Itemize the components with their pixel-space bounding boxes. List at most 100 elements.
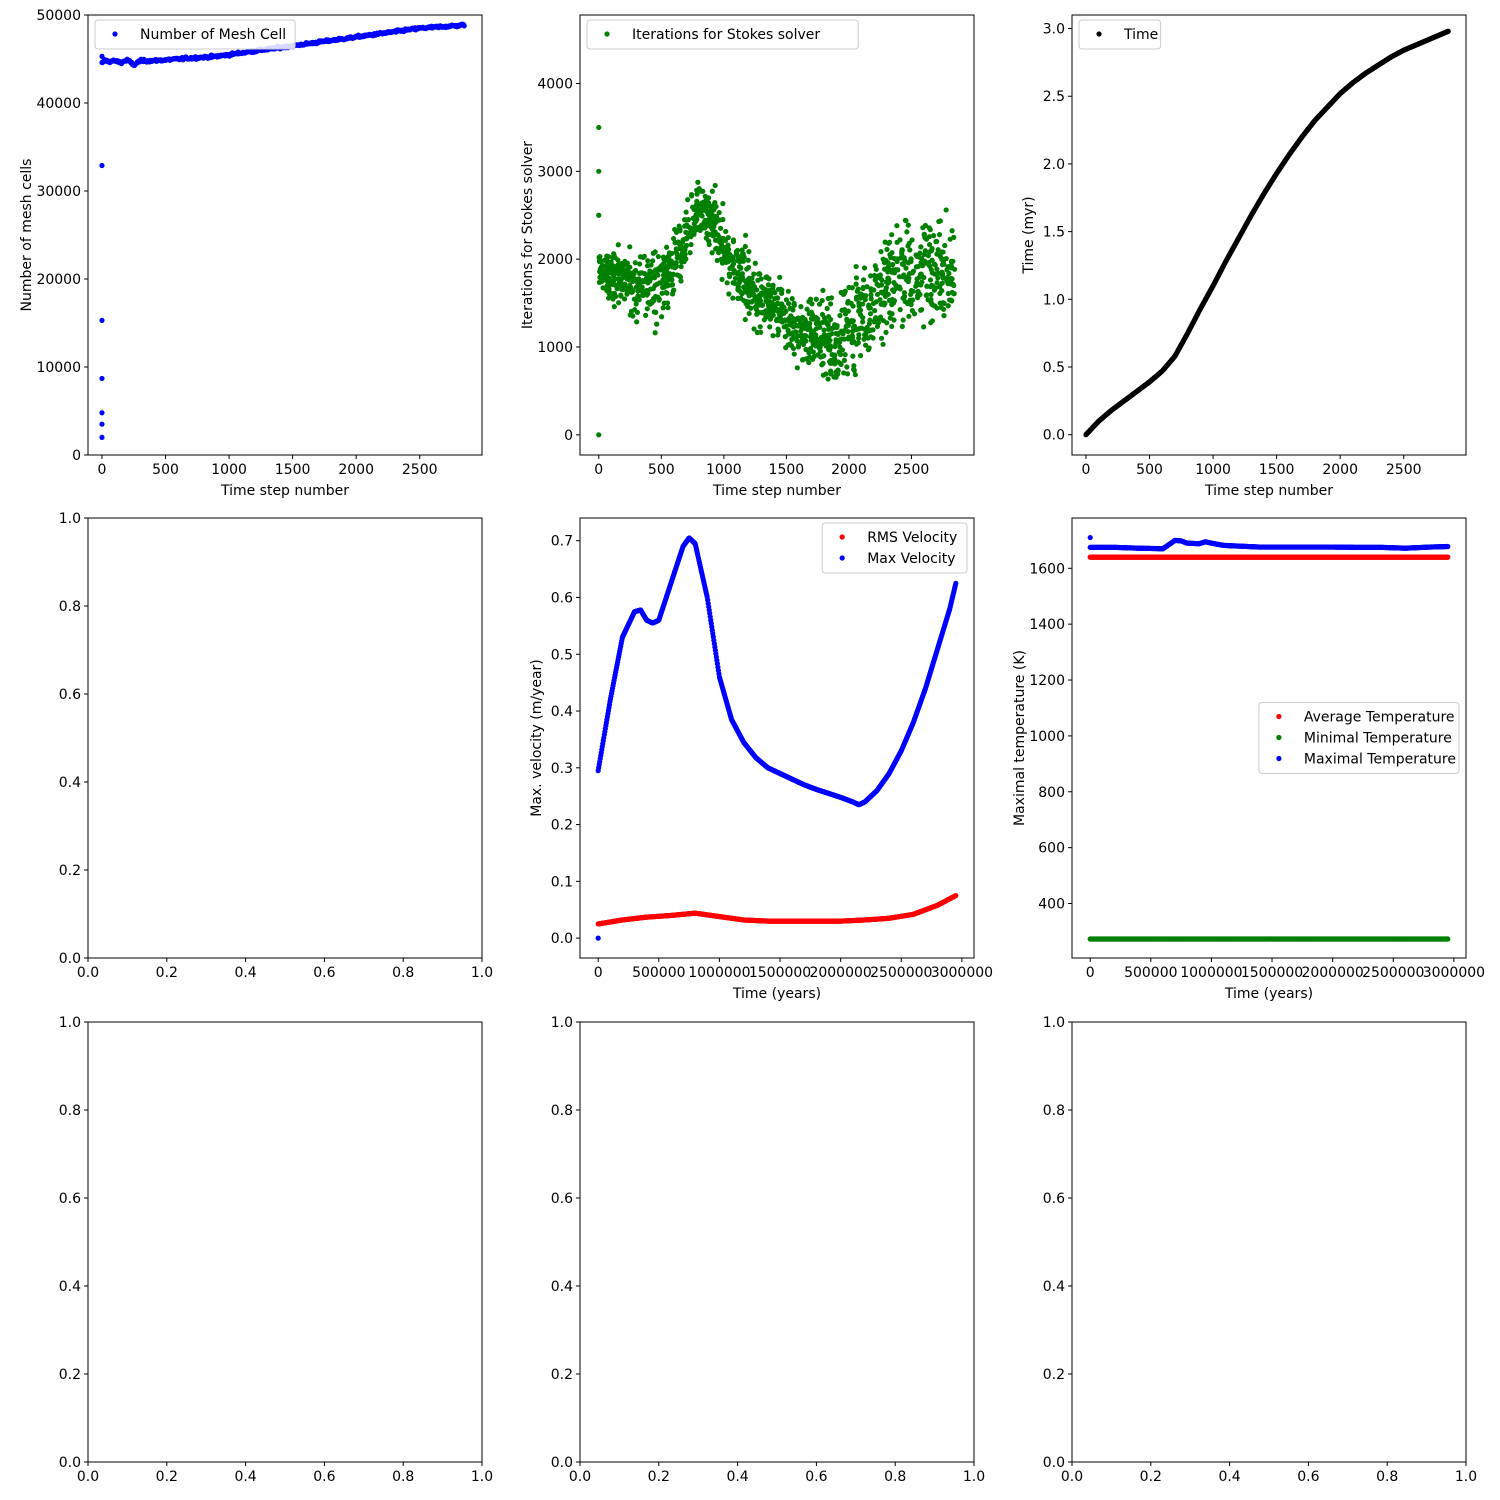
data-point — [827, 301, 834, 307]
data-point — [855, 335, 862, 341]
data-point — [687, 250, 693, 256]
data-point — [850, 328, 856, 334]
x-tick-label: 500000 — [632, 965, 685, 981]
legend: Number of Mesh Cell — [94, 19, 296, 50]
data-point — [621, 266, 627, 273]
data-point — [868, 287, 874, 293]
x-tick-label: 1000000 — [688, 965, 750, 981]
data-point — [903, 265, 909, 271]
x-tick-label: 2500000 — [870, 965, 932, 981]
data-point — [720, 235, 727, 242]
data-point — [866, 305, 872, 311]
data-point — [775, 326, 781, 332]
subplot-velocity: 0 500000 100000015000002000000250000030000… — [529, 517, 993, 1002]
y-axis-label: Number of mesh cells — [19, 159, 35, 312]
data-point — [665, 305, 671, 311]
x-tick-label: 2000000 — [809, 965, 871, 981]
series-minimal-temperature — [1087, 936, 1451, 942]
data-point — [865, 335, 871, 341]
data-point — [775, 308, 781, 314]
data-point — [631, 296, 637, 302]
legend: Time — [1078, 19, 1162, 50]
data-point — [818, 354, 824, 360]
data-point — [743, 278, 749, 284]
data-point — [850, 324, 857, 330]
data-point — [927, 227, 933, 233]
data-point — [770, 288, 776, 294]
data-point — [628, 308, 635, 314]
data-point — [652, 282, 658, 289]
data-point — [648, 286, 654, 292]
data-point — [611, 277, 617, 284]
data-point — [778, 286, 784, 292]
y-tick-label: 0.7 — [551, 534, 573, 550]
data-point — [816, 343, 822, 349]
data-point — [678, 278, 684, 284]
y-tick-label: 3.0 — [1043, 22, 1065, 38]
data-point — [639, 292, 645, 298]
data-point — [767, 316, 773, 322]
x-tick-label: 1000 — [211, 462, 247, 478]
data-point — [852, 372, 858, 378]
data-point — [701, 207, 707, 213]
data-point — [723, 259, 729, 266]
y-axis-label: Time (myr) — [1021, 196, 1037, 274]
data-point — [918, 271, 924, 277]
data-point — [99, 410, 105, 416]
data-point — [718, 225, 724, 231]
data-point — [690, 204, 696, 210]
data-point — [918, 307, 924, 313]
data-point — [655, 294, 661, 300]
data-point — [650, 258, 656, 264]
data-point — [615, 242, 621, 248]
data-point — [890, 262, 896, 268]
data-point — [820, 360, 826, 366]
data-point — [853, 275, 860, 281]
data-point — [756, 292, 763, 298]
data-point — [644, 306, 650, 312]
plot-area — [1087, 534, 1451, 942]
series-rms-velocity — [595, 892, 959, 927]
data-point — [645, 258, 651, 264]
data-point — [660, 272, 667, 278]
data-point — [798, 304, 804, 310]
data-point — [659, 290, 665, 296]
data-point — [595, 935, 601, 941]
data-point — [927, 284, 934, 290]
data-point — [740, 251, 746, 257]
data-point — [909, 308, 915, 314]
data-point — [915, 289, 921, 295]
data-point — [683, 209, 689, 215]
data-point — [685, 197, 691, 203]
data-point — [883, 329, 889, 335]
axes-frame — [87, 517, 483, 959]
data-point — [634, 309, 641, 315]
data-point — [935, 275, 941, 281]
y-tick-label: 10000 — [36, 360, 81, 376]
data-point — [712, 182, 718, 189]
data-point — [712, 237, 719, 243]
data-point — [791, 335, 797, 341]
legend-label: Max Velocity — [867, 551, 955, 567]
data-point — [899, 247, 906, 253]
data-point — [807, 325, 813, 331]
data-point — [99, 162, 105, 169]
y-tick-label: 0.3 — [551, 761, 573, 777]
data-point — [620, 285, 626, 292]
data-point — [842, 352, 848, 358]
data-point — [853, 341, 860, 347]
data-point — [729, 263, 735, 269]
data-point — [868, 273, 874, 279]
data-point — [678, 264, 684, 270]
data-point — [764, 274, 770, 280]
data-point — [945, 281, 951, 287]
x-tick-label: 0 — [1082, 462, 1091, 478]
data-point — [900, 274, 906, 280]
y-tick-label: 0.1 — [551, 874, 573, 890]
data-point — [803, 356, 810, 362]
data-point — [608, 259, 614, 265]
data-point — [929, 270, 935, 276]
data-point — [925, 253, 931, 259]
data-point — [878, 249, 884, 255]
